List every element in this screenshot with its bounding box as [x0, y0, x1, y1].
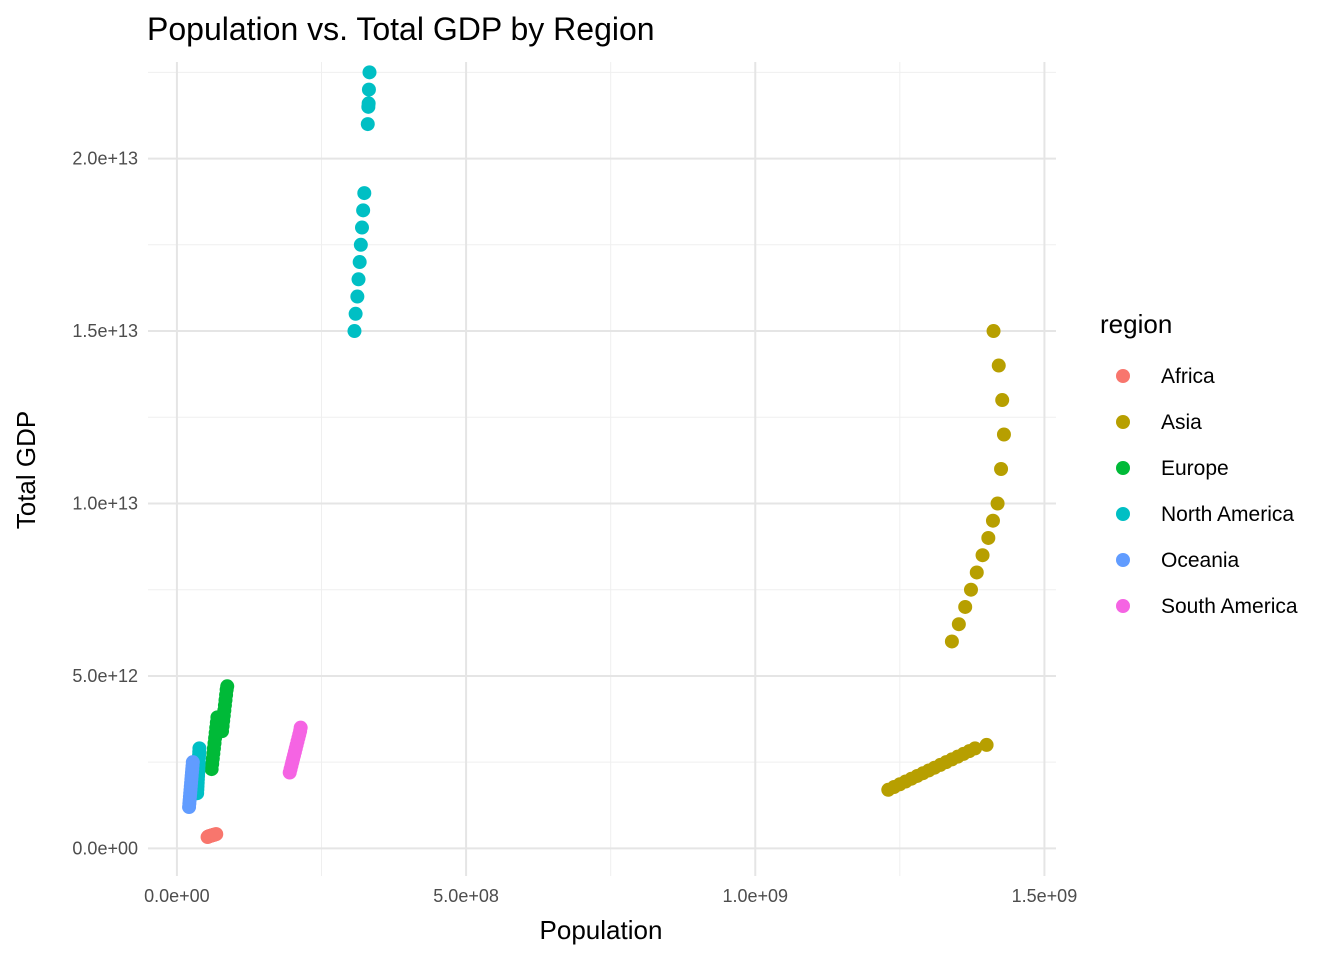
y-tick-label: 2.0e+13: [72, 149, 138, 169]
data-point: [209, 827, 224, 842]
legend-key: [1116, 599, 1130, 613]
data-point: [944, 634, 959, 649]
series-europe: [204, 679, 235, 777]
legend-key: [1116, 507, 1130, 521]
x-tick-label: 1.0e+09: [722, 886, 788, 906]
data-point: [996, 427, 1011, 442]
data-point: [985, 513, 1000, 528]
data-point: [360, 117, 375, 132]
legend-label: Oceania: [1161, 549, 1240, 572]
legend-key: [1116, 415, 1130, 429]
series-oceania: [182, 755, 200, 815]
legend-label: Europe: [1161, 457, 1229, 480]
data-point: [192, 741, 207, 756]
series-south-america: [282, 720, 308, 780]
data-point: [991, 358, 1006, 373]
data-point: [981, 530, 996, 545]
data-point: [361, 82, 376, 97]
series-asia: [881, 324, 1011, 797]
x-tick-label: 1.5e+09: [1012, 886, 1078, 906]
data-point: [362, 65, 377, 80]
series-north-america: [190, 65, 377, 801]
data-point: [352, 255, 367, 270]
y-axis-title: Total GDP: [11, 411, 41, 530]
data-point: [994, 462, 1009, 476]
data-point: [951, 617, 966, 632]
legend-label: Asia: [1161, 411, 1202, 434]
data-point: [348, 306, 363, 321]
data-point: [347, 324, 362, 339]
data-point: [350, 289, 365, 304]
data-point: [185, 755, 200, 770]
data-point: [354, 220, 369, 235]
data-point: [990, 496, 1005, 511]
series-africa: [200, 827, 224, 845]
legend-label: South America: [1161, 595, 1298, 618]
y-axis-ticks: 0.0e+00 5.0e+12 1.0e+13 1.5e+13 2.0e+13: [72, 149, 138, 859]
data-point: [357, 186, 372, 201]
legend-title: region: [1100, 309, 1172, 339]
data-point: [356, 203, 371, 218]
data-points: [182, 65, 1011, 845]
y-tick-label: 1.0e+13: [72, 493, 138, 513]
grid: [148, 62, 1056, 876]
data-point: [975, 548, 990, 563]
data-point: [958, 599, 973, 614]
data-point: [220, 679, 235, 694]
x-tick-label: 0.0e+00: [144, 886, 210, 906]
data-point: [353, 237, 368, 252]
legend-label: Africa: [1161, 365, 1215, 388]
data-point: [986, 324, 1001, 339]
legend-key: [1116, 553, 1130, 567]
x-axis-title: Population: [540, 915, 663, 945]
data-point: [968, 741, 983, 756]
legend: region Africa Asia Europe North America Ocea…: [1100, 309, 1298, 618]
data-point: [351, 272, 366, 287]
data-point: [969, 565, 984, 580]
data-point: [995, 393, 1010, 408]
y-tick-label: 0.0e+00: [72, 838, 138, 858]
legend-label: North America: [1161, 503, 1294, 526]
y-tick-label: 1.5e+13: [72, 321, 138, 341]
legend-key: [1116, 461, 1130, 475]
data-point: [361, 96, 376, 111]
x-tick-label: 5.0e+08: [433, 886, 499, 906]
data-point: [963, 582, 978, 597]
chart-title: Population vs. Total GDP by Region: [147, 11, 655, 47]
legend-key: [1116, 369, 1130, 383]
data-point: [979, 737, 994, 752]
x-axis-ticks: 0.0e+00 5.0e+08 1.0e+09 1.5e+09: [144, 886, 1077, 906]
data-point: [293, 720, 308, 735]
y-tick-label: 5.0e+12: [72, 666, 138, 686]
